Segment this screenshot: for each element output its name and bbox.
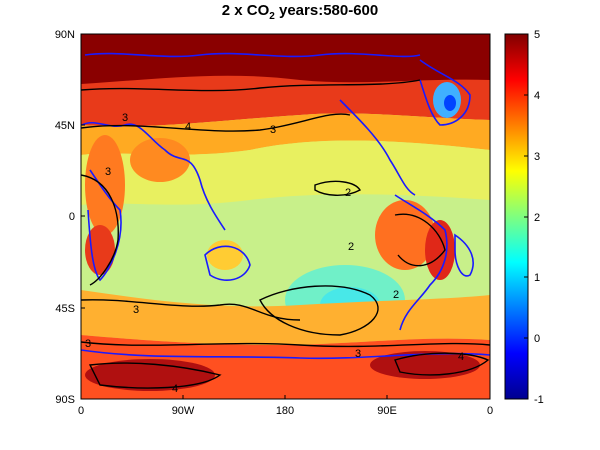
x-tick-label: 0 xyxy=(78,405,84,417)
contour-label: 2 xyxy=(345,187,351,199)
contour-label: 3 xyxy=(122,112,128,124)
contour-label: 3 xyxy=(355,348,361,360)
title-subscript: 2 xyxy=(269,11,275,22)
contour-label: 4 xyxy=(185,121,191,133)
contour-label: 3 xyxy=(105,166,111,178)
temperature-field: 3 4 3 3 2 2 2 3 3 4 4 3 xyxy=(81,34,490,399)
colorbar-tick-label: 1 xyxy=(534,272,540,284)
y-tick-label: 45S xyxy=(55,303,75,315)
colorbar-tick-label: 5 xyxy=(534,29,540,41)
colorbar-tick-label: 0 xyxy=(534,333,540,345)
colorbar-tick-label: -1 xyxy=(534,394,544,406)
y-tick-label: 45N xyxy=(55,120,75,132)
chart-title: 2 x CO2 years:580-600 xyxy=(0,2,600,22)
title-suffix: years:580-600 xyxy=(274,2,379,19)
contour-label: 2 xyxy=(348,241,354,253)
contour-label: 4 xyxy=(458,351,464,363)
y-tick-label: 90S xyxy=(55,394,75,406)
x-tick-label: 90W xyxy=(172,405,195,417)
contour-label: 2 xyxy=(393,289,399,301)
contour-label: 3 xyxy=(270,124,276,136)
x-tick-label: 0 xyxy=(487,405,493,417)
contour-lines xyxy=(81,79,490,389)
y-tick-label: 0 xyxy=(69,211,75,223)
contour-label: 3 xyxy=(133,304,139,316)
x-tick-label: 180 xyxy=(276,405,294,417)
colorbar-tick-label: 2 xyxy=(534,212,540,224)
contour-label: 3 xyxy=(85,338,91,350)
contour-label: 4 xyxy=(172,383,178,395)
title-prefix: 2 x CO xyxy=(221,2,270,19)
colorbar-tick-label: 3 xyxy=(534,151,540,163)
x-tick-label: 90E xyxy=(377,405,397,417)
colorbar-tick-label: 4 xyxy=(534,90,540,102)
y-tick-label: 90N xyxy=(55,29,75,41)
